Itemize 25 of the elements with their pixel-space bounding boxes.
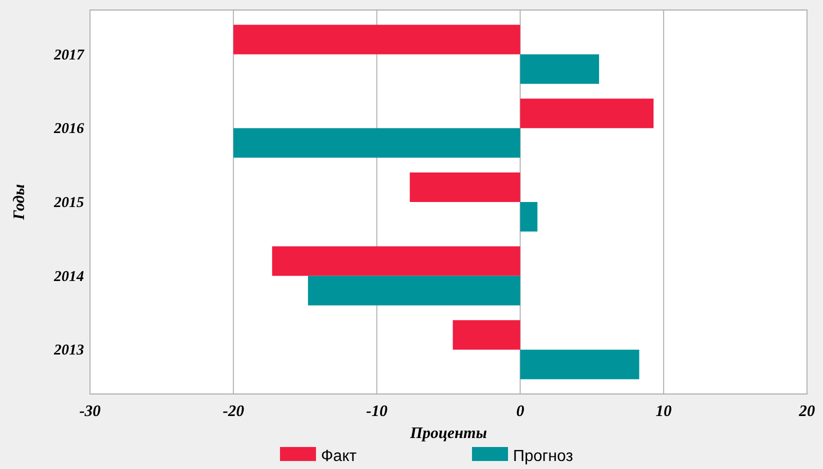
- y-tick-label: 2015: [53, 195, 84, 211]
- y-tick-label: 2013: [53, 342, 84, 359]
- x-tick-label: -10: [366, 403, 388, 420]
- x-tick-label: 0: [516, 403, 524, 420]
- legend-label: Прогноз: [513, 448, 574, 465]
- bar: [520, 98, 654, 128]
- y-tick-label: 2017: [53, 47, 84, 64]
- y-tick-label: 2016: [53, 121, 84, 138]
- legend-label: Факт: [321, 448, 358, 465]
- x-tick-label: 10: [656, 403, 672, 420]
- bar: [233, 128, 520, 158]
- x-axis-title: Проценты: [409, 425, 487, 442]
- bar: [520, 350, 640, 380]
- bar: [520, 202, 538, 232]
- x-tick-label: 20: [798, 403, 815, 420]
- bar: [308, 276, 520, 306]
- x-tick-label: -20: [222, 403, 244, 420]
- y-tick-label: 2014: [53, 268, 84, 285]
- bar: [452, 320, 520, 350]
- x-tick-label: -30: [79, 403, 101, 420]
- bar: [410, 172, 520, 202]
- bar: [272, 246, 520, 276]
- y-axis-title: Годы: [11, 184, 28, 221]
- bar: [520, 54, 600, 84]
- bar: [233, 24, 520, 54]
